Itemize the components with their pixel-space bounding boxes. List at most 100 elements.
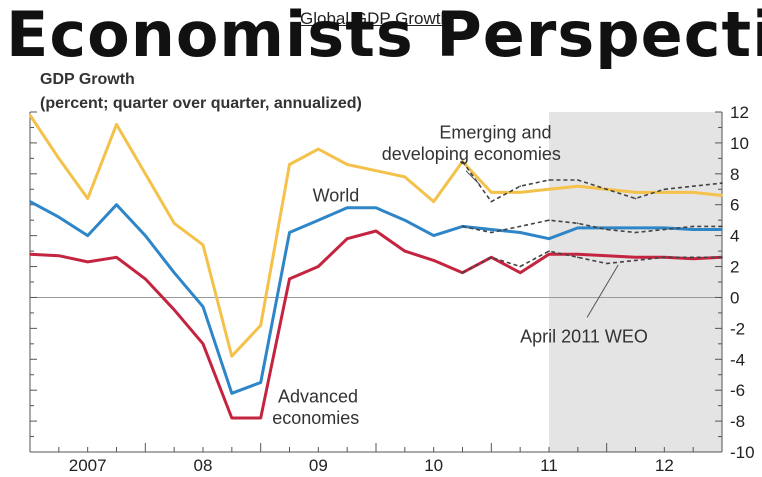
data-point-world <box>317 219 320 221</box>
data-point-april-2011-weo-world <box>634 231 637 234</box>
data-point-world <box>58 216 60 218</box>
data-point-world <box>346 207 348 209</box>
y-tick-label: 0 <box>730 288 739 307</box>
data-point-april-2011-weo-world <box>663 228 666 231</box>
y-tick-label: 6 <box>730 196 739 215</box>
data-point-advanced-economies <box>519 271 521 274</box>
data-point-emerging-and-developing-economies <box>29 114 31 116</box>
data-point-world <box>259 381 262 384</box>
data-point-world <box>144 234 147 237</box>
data-point-advanced-economies <box>115 256 118 259</box>
data-point-april-2011-weo-emerging <box>490 200 493 203</box>
data-point-advanced-economies <box>577 253 579 255</box>
data-point-emerging-and-developing-economies <box>231 355 233 357</box>
series-layer <box>28 114 723 420</box>
data-point-emerging-and-developing-economies <box>404 176 406 178</box>
y-tick-label: 8 <box>730 165 739 184</box>
data-point-april-2011-weo-emerging <box>548 179 550 181</box>
data-point-emerging-and-developing-economies <box>432 200 435 203</box>
data-point-april-2011-weo-advanced <box>663 256 666 259</box>
data-point-april-2011-weo-emerging <box>605 188 608 191</box>
data-point-advanced-economies <box>634 256 637 259</box>
chart-axes <box>29 111 723 453</box>
data-point-advanced-economies <box>58 254 60 257</box>
data-point-april-2011-weo-emerging <box>519 185 521 187</box>
data-point-advanced-economies <box>202 343 204 345</box>
data-point-world <box>288 231 291 234</box>
data-point-april-2011-weo-advanced <box>461 271 464 274</box>
data-point-emerging-and-developing-economies <box>346 163 348 166</box>
data-point-april-2011-weo-emerging <box>692 185 694 187</box>
data-point-april-2011-weo-emerging <box>461 160 464 163</box>
x-tick-label: 08 <box>194 456 213 475</box>
data-point-advanced-economies <box>375 230 377 232</box>
y-tick-label: 2 <box>730 258 739 277</box>
data-point-emerging-and-developing-economies <box>519 191 521 194</box>
data-point-world <box>432 234 435 237</box>
data-point-emerging-and-developing-economies <box>548 188 550 191</box>
data-point-april-2011-weo-advanced <box>577 256 579 259</box>
y-tick-label: 10 <box>730 134 749 153</box>
y-tick-label: -10 <box>730 443 755 462</box>
data-point-emerging-and-developing-economies <box>692 191 694 194</box>
data-point-april-2011-weo-world <box>721 225 723 228</box>
series-line-april-2011-weo-emerging <box>461 161 723 203</box>
data-point-april-2011-weo-emerging <box>577 179 579 181</box>
data-point-emerging-and-developing-economies <box>375 169 377 172</box>
annotation-label: April 2011 WEO <box>520 326 648 346</box>
data-point-world <box>577 227 579 229</box>
data-point-april-2011-weo-emerging <box>634 197 637 200</box>
data-point-emerging-and-developing-economies <box>721 194 723 197</box>
data-point-emerging-and-developing-economies <box>490 191 493 194</box>
data-point-world <box>86 234 89 237</box>
data-point-emerging-and-developing-economies <box>173 222 175 225</box>
x-tick-label: 11 <box>540 456 558 475</box>
data-point-world <box>548 237 550 240</box>
data-point-april-2011-weo-emerging <box>721 182 723 184</box>
data-point-april-2011-weo-world <box>490 231 493 234</box>
data-point-world <box>490 228 493 231</box>
data-point-emerging-and-developing-economies <box>634 191 637 194</box>
data-point-world <box>692 228 694 231</box>
data-point-emerging-and-developing-economies <box>317 148 320 150</box>
data-point-emerging-and-developing-economies <box>202 244 204 246</box>
data-point-advanced-economies <box>317 265 320 268</box>
y-tick-label: -4 <box>730 350 745 369</box>
data-point-emerging-and-developing-economies <box>144 173 147 175</box>
x-tick-label: 12 <box>655 456 674 475</box>
data-point-advanced-economies <box>548 253 550 255</box>
data-point-april-2011-weo-advanced <box>490 256 493 259</box>
data-point-april-2011-weo-world <box>692 225 694 228</box>
data-point-advanced-economies <box>173 309 175 311</box>
data-point-april-2011-weo-advanced <box>692 256 694 259</box>
data-point-advanced-economies <box>144 278 147 280</box>
data-point-world <box>115 203 118 206</box>
y-tick-label: 12 <box>730 103 749 122</box>
chart-title: Global GDP Growth <box>300 9 450 28</box>
annotation-label: World <box>313 186 360 206</box>
data-point-emerging-and-developing-economies <box>288 163 291 166</box>
data-point-advanced-economies <box>605 254 608 257</box>
data-point-world <box>375 207 377 209</box>
leader-line <box>586 264 619 318</box>
y-tick-label: 4 <box>730 227 739 246</box>
data-point-world <box>663 227 666 229</box>
leader-line <box>465 170 481 185</box>
data-point-advanced-economies <box>404 250 406 252</box>
data-point-world <box>519 231 521 234</box>
x-tick-label: 09 <box>309 456 328 475</box>
data-point-advanced-economies <box>29 253 31 255</box>
data-point-emerging-and-developing-economies <box>58 157 60 160</box>
series-line-april-2011-weo-world <box>462 219 722 234</box>
data-point-april-2011-weo-world <box>548 219 550 221</box>
y-axis-label: GDP Growth <box>40 71 135 88</box>
data-point-april-2011-weo-world <box>461 225 464 228</box>
data-point-april-2011-weo-world <box>577 222 579 225</box>
data-point-world <box>404 219 406 221</box>
series-line-april-2011-weo-advanced <box>462 250 722 274</box>
data-point-world <box>721 228 723 231</box>
data-point-april-2011-weo-advanced <box>519 265 521 268</box>
forecast-shade <box>549 112 722 452</box>
data-point-advanced-economies <box>86 261 89 263</box>
x-tick-label: 2007 <box>69 456 107 475</box>
